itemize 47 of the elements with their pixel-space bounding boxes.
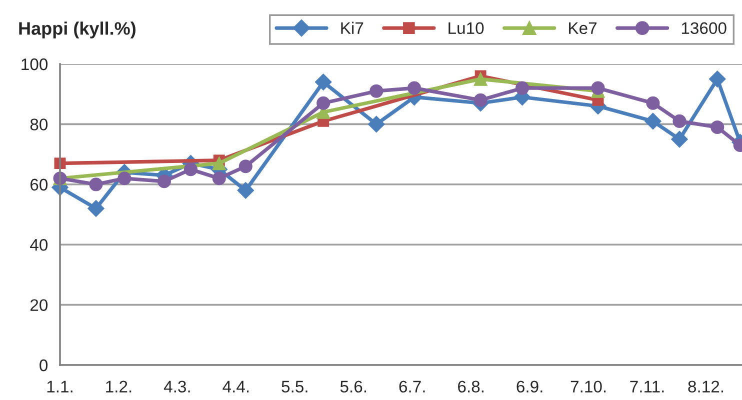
y-tick-label: 40 — [30, 239, 48, 251]
x-tick-label: 1.2. — [106, 380, 132, 392]
point — [644, 112, 662, 130]
point — [89, 178, 103, 192]
legend-label: Lu10 — [448, 22, 484, 34]
x-tick-label: 6.9. — [516, 380, 542, 393]
x-tick-label: 8.12. — [688, 380, 724, 393]
point — [212, 156, 226, 170]
point — [184, 162, 198, 176]
point — [407, 81, 422, 95]
point — [118, 172, 132, 186]
point — [515, 81, 530, 95]
y-tick-label: 80 — [30, 118, 48, 130]
point — [708, 70, 726, 88]
point — [710, 120, 724, 134]
point — [238, 160, 252, 174]
x-tick-label: 4.4. — [222, 380, 249, 392]
x-tick-label: 5.6. — [340, 380, 366, 393]
point — [474, 93, 488, 107]
y-tick-label: 0 — [40, 359, 48, 372]
point — [671, 130, 688, 148]
point — [591, 81, 605, 95]
x-tick-label: 7.10. — [570, 380, 606, 393]
x-tick-label: 7.11. — [630, 380, 664, 392]
y-tick-label: 20 — [30, 299, 48, 312]
point — [316, 96, 330, 110]
point — [314, 74, 332, 90]
point — [237, 182, 254, 199]
legend-label: 13600 — [682, 22, 726, 34]
x-tick-label: 1.1. — [47, 380, 72, 392]
y-tick-label: 60 — [30, 178, 48, 191]
legend-label: Ke7 — [569, 22, 596, 34]
legend-label: Ki7 — [341, 22, 364, 34]
chart-title: Happi (kyll.%) — [19, 22, 136, 38]
point — [370, 84, 384, 98]
point — [212, 172, 226, 186]
x-tick-label: 6.8. — [458, 380, 484, 393]
y-tick-label: 100 — [22, 58, 48, 70]
point — [646, 96, 660, 110]
x-tick-label: 4.3. — [164, 380, 190, 393]
point — [474, 72, 488, 86]
x-tick-label: 6.7. — [399, 380, 425, 393]
point — [672, 114, 686, 128]
point — [368, 116, 385, 133]
x-tick-label: 5.5. — [282, 380, 308, 393]
point — [88, 200, 104, 217]
point — [157, 174, 171, 188]
